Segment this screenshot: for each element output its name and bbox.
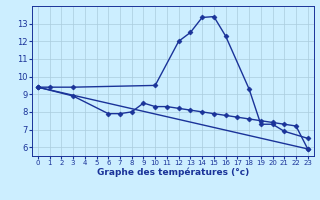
- X-axis label: Graphe des températures (°c): Graphe des températures (°c): [97, 168, 249, 177]
